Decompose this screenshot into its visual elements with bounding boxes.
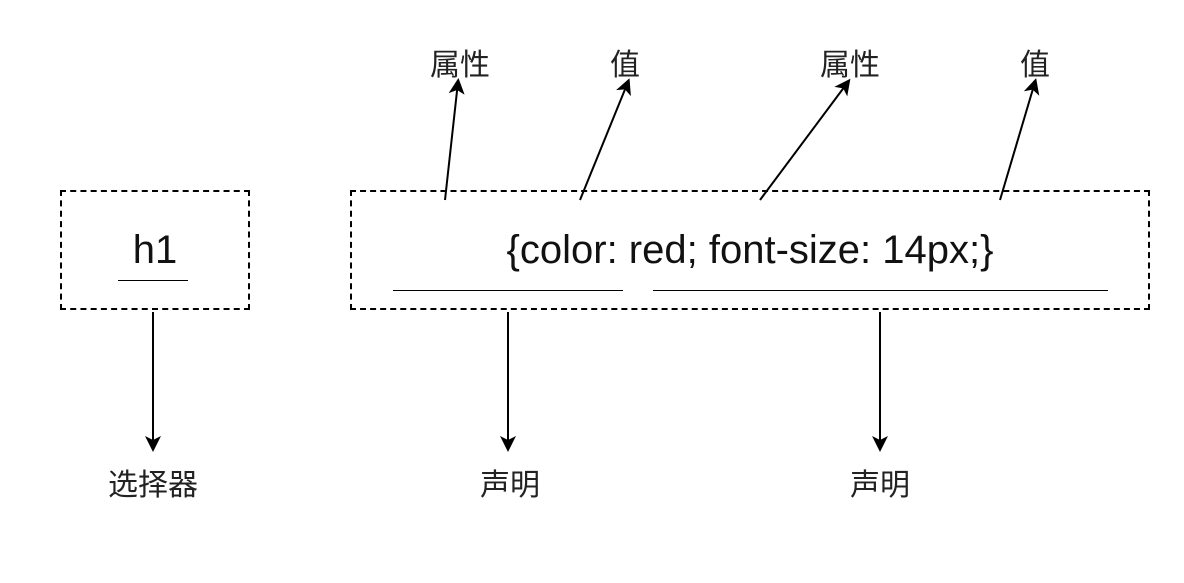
close-brace: } [980, 228, 993, 272]
css-syntax-diagram: h1 {color: red; font-size: 14px;} 属性 值 属… [0, 0, 1184, 583]
selector-box: h1 [60, 190, 250, 310]
property-2: font-size [709, 228, 860, 272]
declaration-underline-1 [393, 290, 623, 291]
colon-1: : [607, 228, 629, 272]
label-property-2: 属性 [820, 40, 880, 84]
selector-text: h1 [133, 228, 178, 273]
value-1: red [629, 228, 687, 272]
label-declaration-1: 声明 [480, 460, 540, 504]
semicolon-2: ; [969, 228, 980, 272]
label-declaration-2: 声明 [850, 460, 910, 504]
declarations-text: {color: red; font-size: 14px;} [507, 228, 994, 273]
selector-underline [118, 280, 188, 281]
colon-2: : [860, 228, 882, 272]
label-selector: 选择器 [108, 460, 198, 504]
value-2: 14px [882, 228, 969, 272]
label-value-2: 值 [1020, 40, 1050, 84]
semicolon-1: ; [687, 228, 709, 272]
declaration-underline-2 [653, 290, 1108, 291]
declarations-box: {color: red; font-size: 14px;} [350, 190, 1150, 310]
label-value-1: 值 [610, 40, 640, 84]
open-brace: { [507, 228, 520, 272]
property-1: color [520, 228, 607, 272]
label-property-1: 属性 [430, 40, 490, 84]
